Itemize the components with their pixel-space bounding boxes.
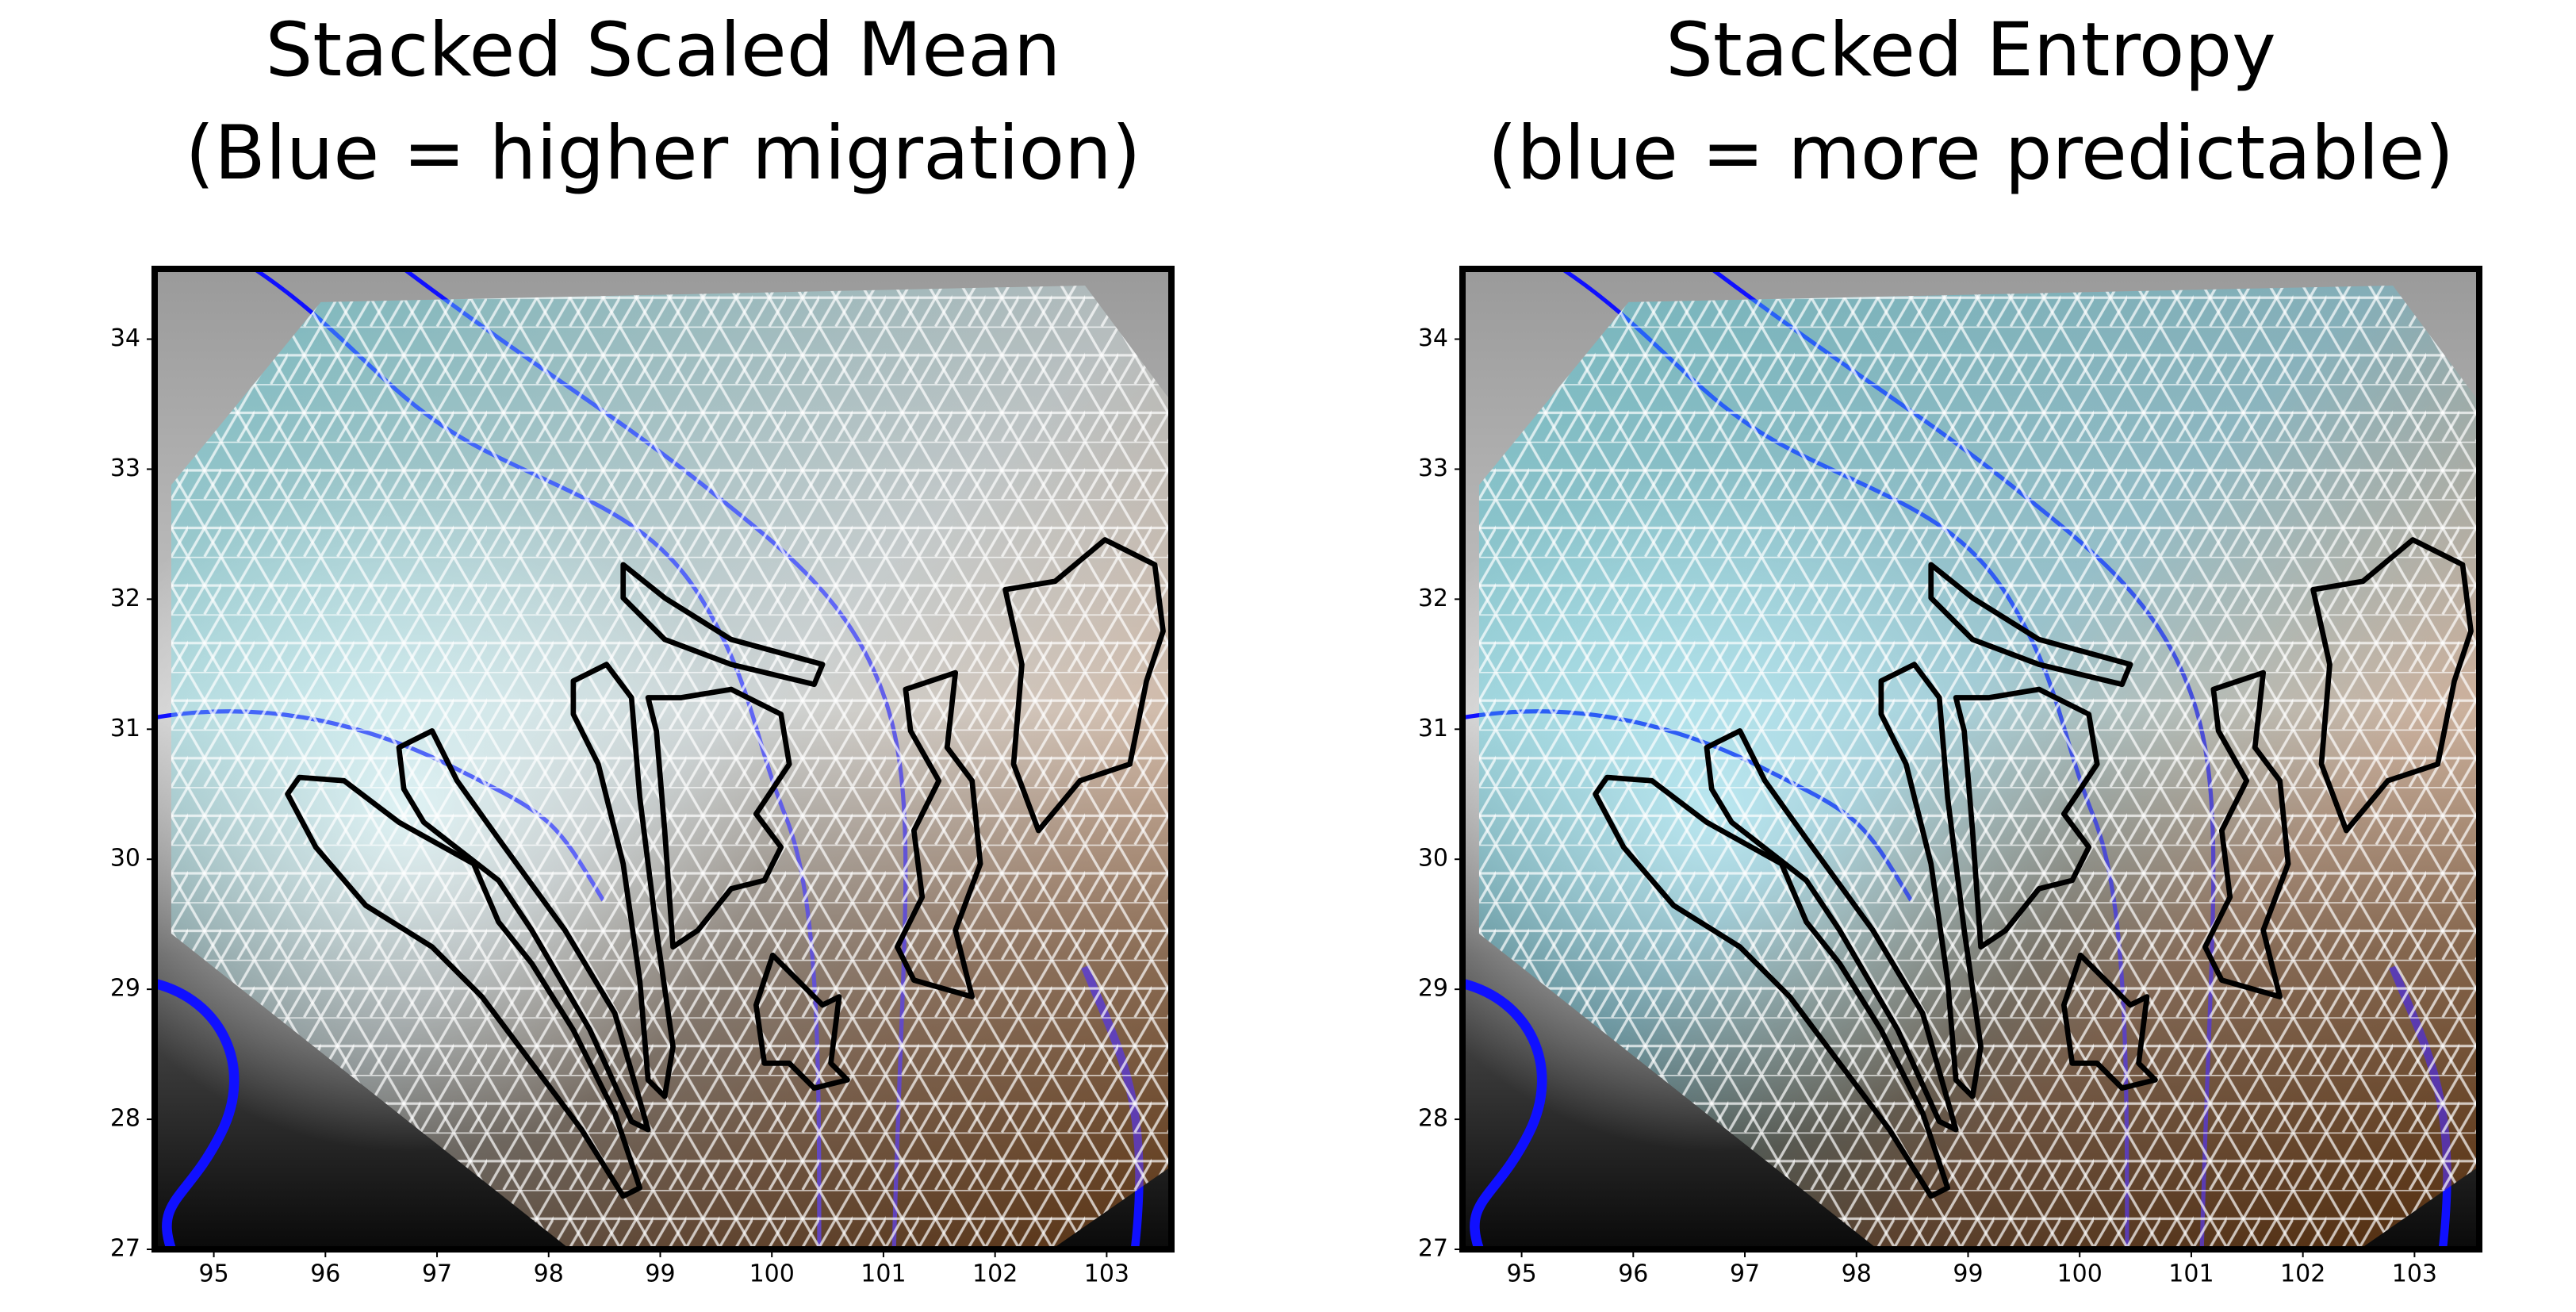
y-tick-label: 28 — [110, 1105, 140, 1133]
x-tick-label: 99 — [645, 1260, 675, 1288]
y-tick-label: 33 — [1418, 455, 1448, 482]
map-image — [155, 269, 1171, 1249]
x-tick-label: 103 — [2392, 1260, 2437, 1288]
y-tick-label: 30 — [1418, 845, 1448, 873]
map-art — [1462, 269, 2479, 1249]
x-tick-label: 97 — [422, 1260, 452, 1288]
x-tick-label: 100 — [749, 1260, 795, 1288]
y-tick-label: 27 — [1418, 1235, 1448, 1263]
x-tick-label: 98 — [1842, 1260, 1872, 1288]
y-tick-label: 30 — [110, 845, 140, 873]
x-tick-label: 96 — [1618, 1260, 1648, 1288]
y-tick-label: 33 — [110, 455, 140, 482]
chart-title: (blue = more predictable) — [1488, 110, 2454, 197]
y-tick-label: 29 — [1418, 975, 1448, 1003]
y-tick-label: 34 — [110, 324, 140, 352]
x-tick-label: 97 — [1730, 1260, 1760, 1288]
chart-title: Stacked Scaled Mean — [266, 7, 1061, 94]
x-tick-label: 101 — [2168, 1260, 2214, 1288]
x-tick-label: 100 — [2057, 1260, 2103, 1288]
y-tick-label: 27 — [110, 1235, 140, 1263]
chart-title: (Blue = higher migration) — [186, 110, 1141, 197]
x-tick-label: 95 — [198, 1260, 228, 1288]
y-tick-label: 34 — [1418, 324, 1448, 352]
y-tick-label: 28 — [1418, 1105, 1448, 1133]
x-tick-label: 101 — [861, 1260, 906, 1288]
map-image — [1462, 269, 2479, 1249]
y-tick-label: 31 — [1418, 715, 1448, 742]
x-tick-label: 102 — [2280, 1260, 2325, 1288]
y-tick-label: 29 — [110, 975, 140, 1003]
x-tick-label: 103 — [1084, 1260, 1129, 1288]
y-tick-label: 31 — [110, 715, 140, 742]
y-tick-label: 32 — [1418, 585, 1448, 612]
x-tick-label: 102 — [972, 1260, 1018, 1288]
map-panel: Stacked Scaled Mean (Blue = higher migrat… — [110, 7, 1175, 1288]
axes-frame — [151, 266, 1175, 1253]
axes-frame — [1459, 266, 2482, 1253]
x-tick-label: 98 — [534, 1260, 564, 1288]
chart-title: Stacked Entropy — [1666, 7, 2276, 94]
x-tick-label: 99 — [1953, 1260, 1983, 1288]
x-tick-label: 96 — [310, 1260, 340, 1288]
y-tick-label: 32 — [110, 585, 140, 612]
map-panel: Stacked Entropy (blue = more predictable)… — [1418, 7, 2482, 1288]
x-tick-label: 95 — [1506, 1260, 1536, 1288]
map-art — [155, 269, 1171, 1249]
